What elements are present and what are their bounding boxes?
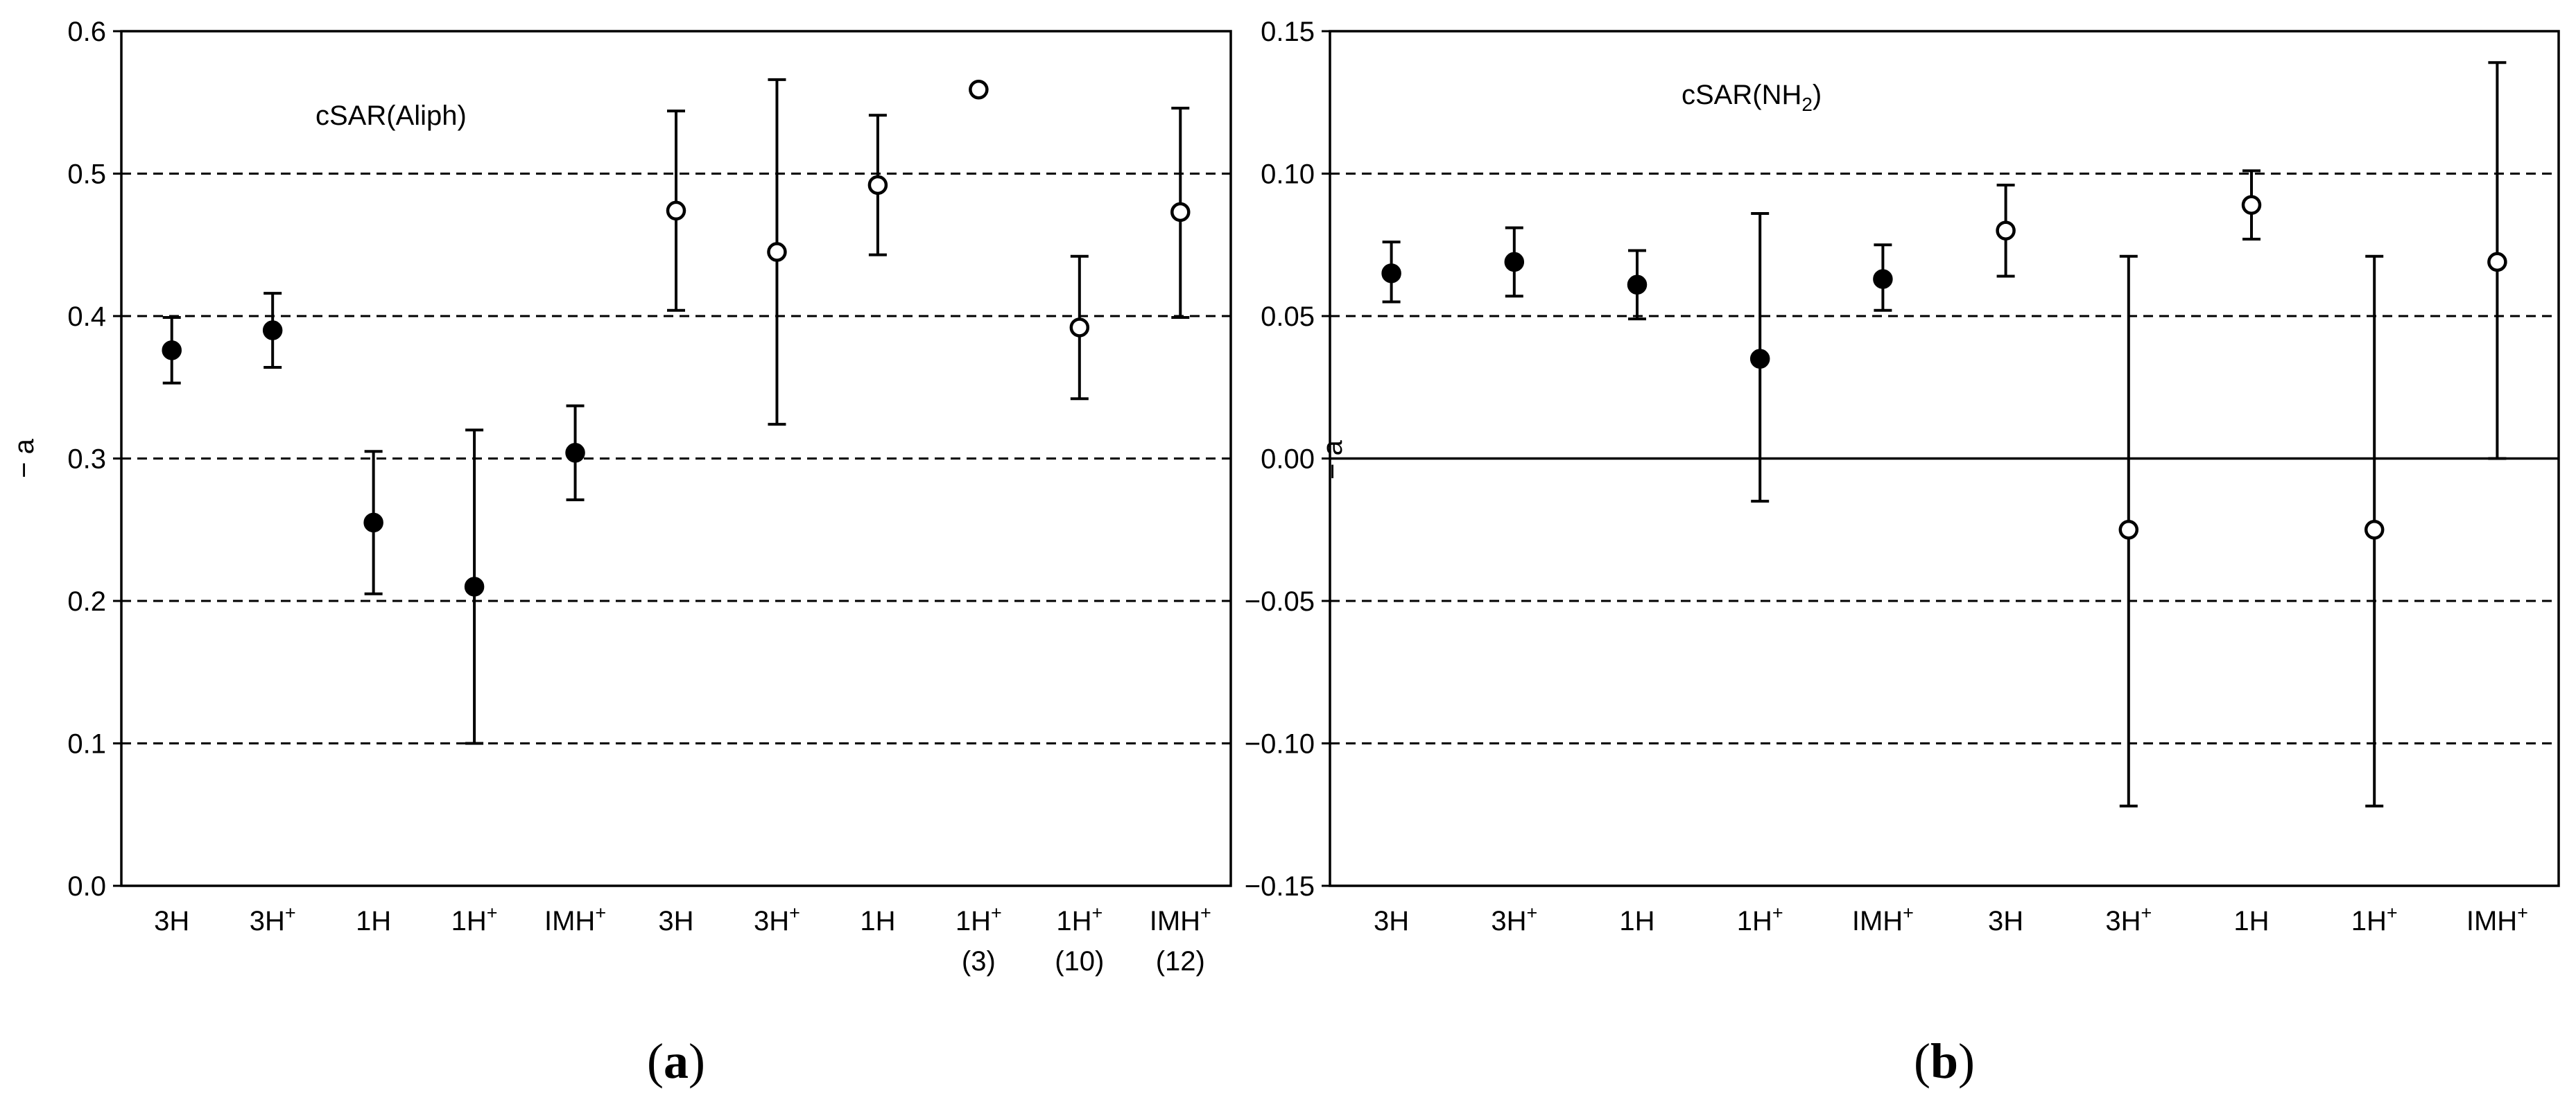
annotation-end: ) [1813, 80, 1822, 110]
data-point-open [2241, 195, 2262, 215]
y-tick-label: −0.10 [1245, 729, 1315, 760]
x-tick-label: 3H [1374, 906, 1409, 936]
x-tick-sup: + [1091, 902, 1103, 923]
data-point-filled [162, 340, 182, 360]
x-tick-label: 1H+ [2351, 902, 2398, 936]
y-tick-label: 0.6 [67, 17, 106, 47]
x-tick-label: 1H+ [956, 902, 1002, 936]
data-point-filled [1873, 269, 1893, 289]
x-tick-label: 1H [2233, 906, 2269, 936]
data-point-open [767, 242, 787, 262]
x-tick-sup: + [1200, 902, 1211, 923]
x-tick-label: 3H [658, 906, 693, 936]
x-tick-label: 3H [1988, 906, 2023, 936]
y-tick-label: 0.3 [67, 444, 106, 475]
y-axis-label: − a [1317, 439, 1348, 479]
x-tick-label: 3H [154, 906, 189, 936]
x-tick-sup: + [1903, 902, 1914, 923]
data-point-open [1069, 317, 1090, 338]
data-point-open [867, 175, 888, 195]
chart-annotation: cSAR(NH2) [1682, 80, 1822, 115]
panel-label: (a) [647, 1033, 705, 1089]
x-tick-sup: + [595, 902, 606, 923]
data-point-filled [1627, 274, 1648, 295]
panel-letter: a [664, 1033, 689, 1089]
y-tick-label: 0.5 [67, 159, 106, 190]
panel-letter: b [1930, 1033, 1958, 1089]
y-tick-label: 0.0 [67, 871, 106, 902]
x-tick-sup: + [1772, 902, 1783, 923]
x-tick-sup: + [285, 902, 296, 923]
y-tick-label: 0.05 [1261, 302, 1315, 332]
y-tick-label: −0.15 [1245, 871, 1315, 902]
x-tick-label: 1H [356, 906, 391, 936]
x-tick-sublabel: (10) [1055, 946, 1104, 977]
data-point-filled [1381, 263, 1401, 283]
panel-label: (b) [1914, 1033, 1975, 1089]
y-tick-label: 0.2 [67, 586, 106, 617]
y-tick-label: 0.10 [1261, 159, 1315, 190]
x-tick-sup: + [1526, 902, 1537, 923]
panel-a: 0.00.10.20.30.40.50.6− a3H 3H+ 1H 1H+ IMH+ 3H… [9, 17, 1232, 1089]
y-tick-label: 0.1 [67, 729, 106, 760]
data-point-open [2487, 252, 2507, 272]
x-tick-sup: + [2141, 902, 2152, 923]
data-point-filled [1504, 252, 1525, 272]
x-tick-label: 1H [860, 906, 895, 936]
data-point-open [666, 200, 686, 221]
x-tick-sublabel: (3) [962, 946, 996, 977]
y-tick-label: 0.15 [1261, 17, 1315, 47]
x-tick-sublabel: (12) [1156, 946, 1205, 977]
x-tick-sup: + [2517, 902, 2528, 923]
chart-annotation: cSAR(Aliph) [315, 101, 467, 131]
data-point-filled [1749, 349, 1770, 369]
data-point-open [1170, 202, 1191, 222]
y-tick-label: 0.4 [67, 302, 106, 332]
x-tick-sup: + [991, 902, 1002, 923]
data-point-open [1996, 220, 2016, 241]
data-point-open [969, 80, 989, 100]
data-point-open [2364, 520, 2385, 540]
x-tick-sup: + [2387, 902, 2398, 923]
y-axis-label: − a [9, 438, 40, 478]
y-tick-label: −0.05 [1245, 586, 1315, 617]
data-point-filled [363, 512, 383, 533]
data-point-filled [565, 443, 585, 463]
x-tick-label: 1H [1619, 906, 1654, 936]
annotation-sub: 2 [1801, 94, 1813, 115]
x-tick-sup: + [789, 902, 800, 923]
data-point-filled [464, 577, 485, 597]
data-point-filled [262, 320, 283, 340]
x-tick-label: IMH+ [544, 902, 606, 936]
x-tick-sup: + [487, 902, 498, 923]
y-tick-label: 0.00 [1261, 444, 1315, 475]
data-point-open [2118, 520, 2139, 540]
